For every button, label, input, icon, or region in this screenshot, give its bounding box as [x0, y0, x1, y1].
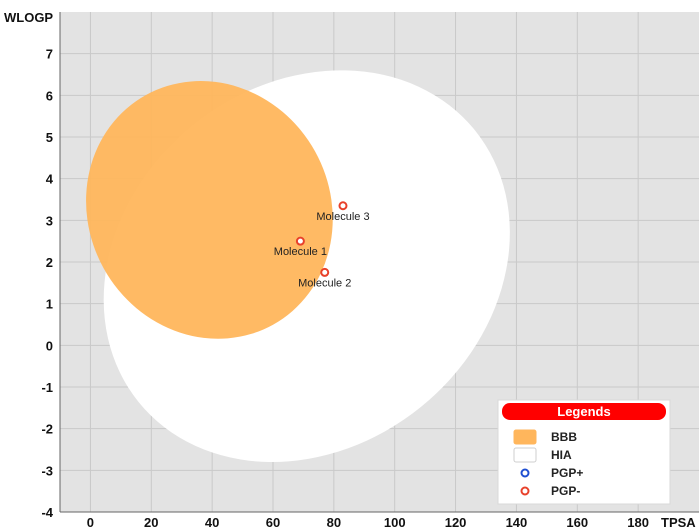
point-label: Molecule 3 [316, 211, 369, 223]
x-tick-label: 160 [566, 515, 588, 530]
data-point [295, 236, 305, 246]
y-tick-label: -1 [41, 380, 53, 395]
y-axis-title: WLOGP [4, 10, 53, 25]
point-label: Molecule 2 [298, 277, 351, 289]
region-bbb [86, 81, 333, 339]
data-point [338, 201, 348, 211]
y-tick-label: 3 [46, 213, 53, 228]
y-tick-label: 5 [46, 130, 53, 145]
x-tick-label: 40 [205, 515, 219, 530]
legend-label: PGP+ [551, 466, 583, 480]
y-tick-label: -4 [41, 505, 53, 520]
x-tick-label: 60 [266, 515, 280, 530]
legend-title-badge [502, 403, 666, 420]
legend-label: HIA [551, 448, 572, 462]
y-tick-label: -2 [41, 422, 53, 437]
point-label: Molecule 1 [274, 246, 327, 258]
legend-marker [520, 468, 530, 478]
x-tick-label: 140 [506, 515, 528, 530]
legend-entries: BBB HIA PGP+ PGP- [513, 429, 583, 498]
legend-swatch-bbb [513, 429, 537, 445]
x-tick-label: 20 [144, 515, 158, 530]
regions [86, 70, 510, 463]
legend-label: BBB [551, 430, 577, 444]
y-tick-label: 4 [46, 172, 54, 187]
y-tick-label: 0 [46, 338, 53, 353]
y-tick-label: 1 [46, 297, 53, 312]
data-points: Molecule 1 Molecule 2 Molecule 3 [274, 201, 370, 289]
y-tick-label: 7 [46, 47, 53, 62]
x-tick-label: 120 [445, 515, 467, 530]
legend-label: PGP- [551, 484, 580, 498]
legend-title: Legends [557, 404, 610, 419]
y-tick-label: 6 [46, 88, 53, 103]
y-tick-label: 2 [46, 255, 53, 270]
y-tick-label: -3 [41, 463, 53, 478]
legend-marker [520, 486, 530, 496]
x-tick-label: 180 [627, 515, 649, 530]
axes: 0 20 40 60 80 100 120 140 160 180 -4 -3 -2 -1 0 1 2 3 4 5 6 7 [41, 12, 699, 530]
data-point [320, 267, 330, 277]
legend-swatch-hia [513, 447, 537, 463]
x-tick-label: 0 [87, 515, 94, 530]
x-axis-title: TPSA [661, 515, 696, 530]
x-tick-label: 80 [327, 515, 341, 530]
legend: Legends BBB HIA PGP+ PGP- [497, 399, 671, 505]
x-tick-label: 100 [384, 515, 406, 530]
